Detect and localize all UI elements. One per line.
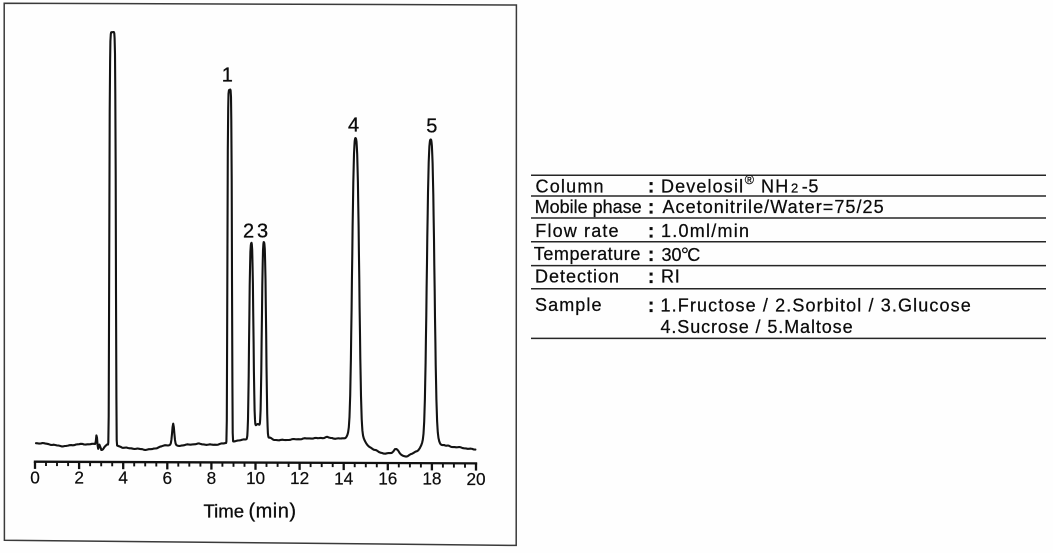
svg-text::: :: [648, 295, 655, 317]
svg-text:2: 2: [74, 468, 84, 488]
svg-text:12: 12: [290, 468, 309, 488]
svg-text:20: 20: [466, 469, 485, 489]
svg-text:6: 6: [163, 468, 173, 488]
svg-text:Mobile phase: Mobile phase: [535, 197, 642, 217]
svg-text:10: 10: [246, 468, 265, 488]
svg-text:RI: RI: [661, 267, 681, 287]
svg-text:18: 18: [422, 469, 441, 489]
svg-text:(min): (min): [248, 501, 296, 523]
svg-text:Sample: Sample: [535, 295, 603, 315]
svg-text:NH: NH: [761, 176, 790, 196]
svg-text:Flow rate: Flow rate: [535, 221, 619, 241]
svg-text:16: 16: [378, 469, 397, 489]
svg-text::: :: [648, 244, 655, 266]
svg-text::: :: [648, 176, 655, 198]
svg-text:Column: Column: [536, 176, 605, 196]
svg-text:C: C: [687, 245, 700, 265]
svg-text:5: 5: [426, 116, 437, 138]
svg-text:30: 30: [662, 245, 682, 265]
svg-text:Time: Time: [203, 500, 244, 521]
svg-text:Temperature: Temperature: [534, 244, 641, 264]
svg-text:Develosil: Develosil: [661, 176, 744, 196]
svg-text::: :: [648, 266, 655, 288]
svg-text:1.0ml/min: 1.0ml/min: [661, 221, 750, 241]
svg-text:8: 8: [207, 468, 217, 488]
svg-text:3: 3: [257, 221, 268, 243]
svg-text:4: 4: [348, 115, 359, 137]
svg-text:2: 2: [791, 180, 798, 195]
svg-text:0: 0: [30, 467, 40, 487]
svg-text::: :: [648, 221, 655, 243]
svg-text:4.Sucrose / 5.Maltose: 4.Sucrose / 5.Maltose: [661, 317, 854, 337]
svg-text:®: ®: [745, 173, 755, 187]
svg-text::: :: [648, 196, 655, 218]
svg-text:1.Fructose / 2.Sorbitol / 3.Gl: 1.Fructose / 2.Sorbitol / 3.Glucose: [661, 296, 972, 316]
svg-text:Acetonitrile/Water=75/25: Acetonitrile/Water=75/25: [663, 197, 885, 217]
svg-text:-5: -5: [802, 176, 819, 196]
svg-text:14: 14: [334, 468, 354, 488]
svg-text:1: 1: [222, 65, 233, 87]
svg-text:Detection: Detection: [535, 267, 620, 287]
svg-text:2: 2: [243, 221, 254, 243]
svg-text:4: 4: [118, 468, 128, 488]
